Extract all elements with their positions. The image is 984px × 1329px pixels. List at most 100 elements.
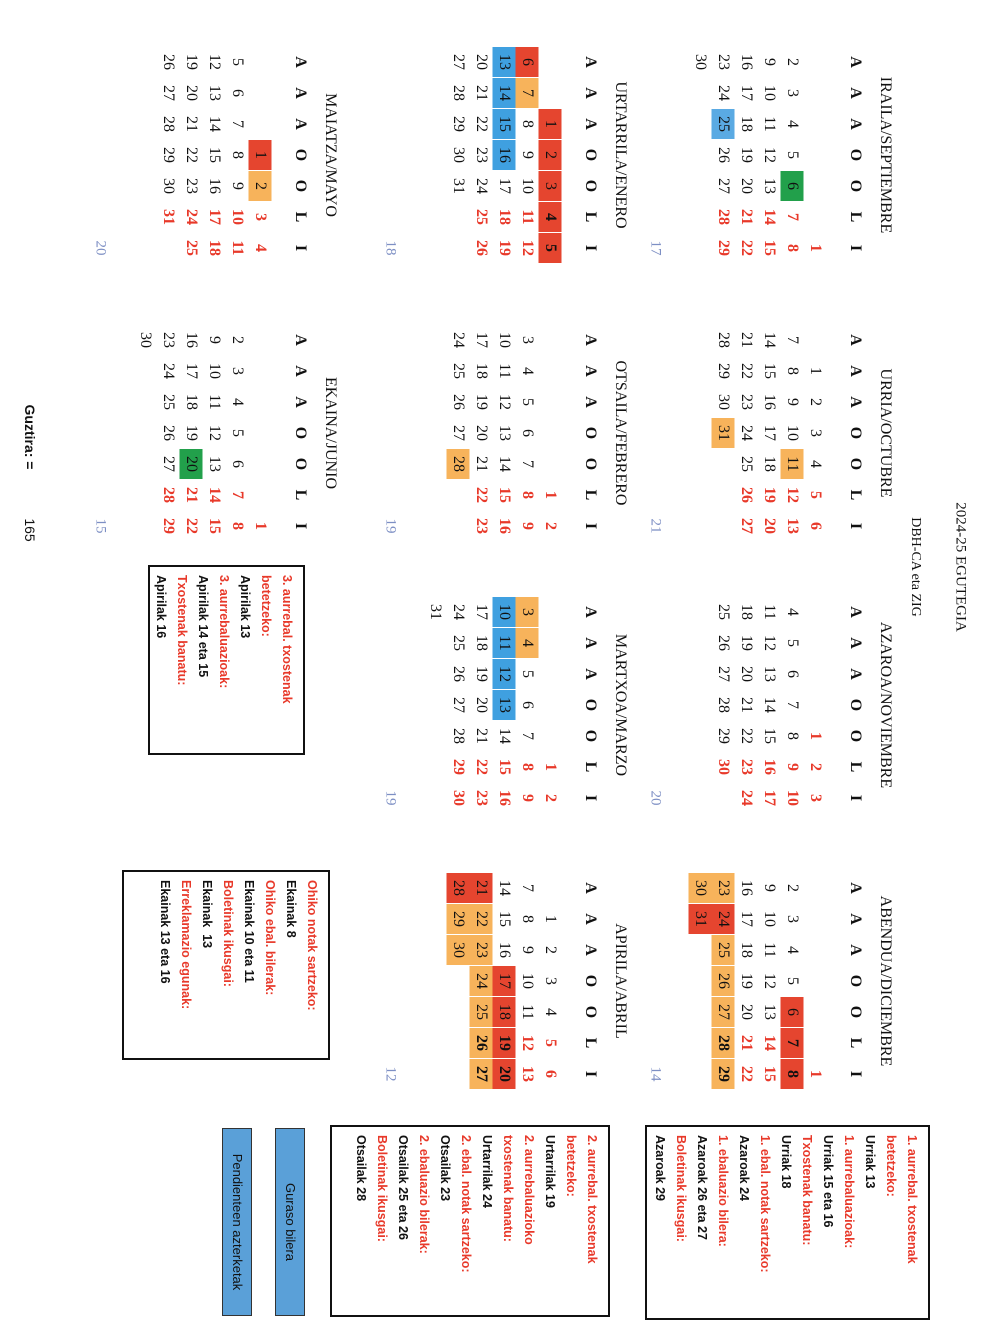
day-number: 2	[542, 522, 559, 530]
weekday-header: A	[847, 606, 864, 618]
day-number: 26	[450, 666, 467, 682]
day-number: 30	[450, 147, 467, 163]
day-number: 22	[738, 240, 755, 256]
notes-box: Ohiko notak sartzeko: Ekainak 8 Ohiko ebal…	[122, 870, 330, 1060]
note-line: 2. ebaluazio bilerak:	[417, 1135, 431, 1254]
day-number: 19	[473, 394, 490, 410]
weekday-header: L	[847, 211, 864, 223]
day-number: 12	[784, 487, 801, 503]
weekday-header: L	[582, 1037, 599, 1049]
note-line: 2. aurrebaluazioko	[522, 1135, 536, 1245]
weekday-header: I	[582, 794, 599, 802]
day-number: 4	[784, 120, 801, 128]
day-number: 14	[761, 209, 778, 225]
day-number: 26	[715, 635, 732, 651]
day-number: 16	[496, 942, 513, 958]
day-number: 7	[519, 884, 536, 892]
day-number: 26	[715, 973, 732, 989]
day-number: 5	[542, 244, 559, 252]
day-number: 1	[542, 915, 559, 923]
weekday-header: O	[847, 974, 864, 988]
note-line: Otsailak 25 eta 26	[396, 1135, 410, 1240]
day-number: 20	[473, 425, 490, 441]
day-number: 23	[473, 518, 490, 534]
day-number: 14	[761, 1035, 778, 1051]
day-number: 31	[450, 178, 467, 194]
day-number: 22	[473, 911, 490, 927]
subtitle: DBH-CA eta ZIG	[908, 517, 923, 617]
day-number: 29	[450, 911, 467, 927]
month-title: APIRILA/ABRIL	[612, 923, 629, 1039]
day-number: 25	[183, 240, 200, 256]
day-number: 26	[473, 240, 490, 256]
day-number: 13	[496, 425, 513, 441]
day-number: 7	[784, 213, 801, 221]
note-line: Ekainak 10 eta 11	[242, 880, 256, 983]
day-number: 6	[519, 58, 536, 66]
day-number: 30	[450, 790, 467, 806]
day-number: 22	[473, 116, 490, 132]
day-number: 2	[784, 884, 801, 892]
day-number: 15	[496, 487, 513, 503]
day-number: 3	[807, 794, 824, 802]
day-number: 2	[252, 182, 269, 190]
day-number: 1	[807, 1070, 824, 1078]
day-number: 9	[519, 151, 536, 159]
weekday-header: I	[292, 522, 309, 530]
day-number: 31	[160, 209, 177, 225]
note-line: Apirilak 13	[238, 575, 252, 639]
month-total: 20	[647, 790, 664, 806]
note-line: Ohiko ebal. bilerak:	[263, 880, 277, 996]
weekday-header: I	[847, 794, 864, 802]
note-line: Txostenak banatu:	[175, 575, 189, 686]
day-number: 13	[761, 178, 778, 194]
day-number: 11	[519, 1004, 536, 1020]
weekday-header: A	[847, 913, 864, 925]
month-total: 17	[647, 240, 664, 256]
day-number: 16	[738, 54, 755, 70]
day-number: 28	[450, 728, 467, 744]
day-number: 6	[229, 460, 246, 468]
weekday-header: A	[582, 913, 599, 925]
day-number: 12	[519, 240, 536, 256]
day-number: 16	[738, 880, 755, 896]
day-number: 3	[252, 213, 269, 221]
day-number: 27	[715, 666, 732, 682]
day-number: 10	[496, 332, 513, 348]
day-number: 3	[229, 367, 246, 375]
day-number: 6	[784, 182, 801, 190]
day-number: 28	[715, 209, 732, 225]
day-number: 25	[473, 1004, 490, 1020]
day-number: 16	[761, 394, 778, 410]
footer-total: 165	[22, 518, 38, 542]
day-number: 18	[761, 456, 778, 472]
weekday-header: O	[292, 179, 309, 193]
day-number: 13	[496, 54, 513, 70]
day-number: 1	[807, 367, 824, 375]
note-line: Erreklamazio egunak:	[179, 880, 193, 1010]
month-title: ABENDUA/DICIEMBRE	[877, 895, 894, 1067]
weekday-header: O	[582, 457, 599, 471]
day-number: 21	[738, 332, 755, 348]
day-number: 10	[206, 363, 223, 379]
day-number: 22	[473, 487, 490, 503]
day-number: 10	[784, 790, 801, 806]
day-number: 23	[738, 759, 755, 775]
day-number: 8	[229, 522, 246, 530]
day-number: 24	[473, 973, 490, 989]
day-number: 8	[519, 763, 536, 771]
day-number: 17	[761, 790, 778, 806]
month-total: 19	[382, 790, 399, 806]
day-number: 20	[761, 518, 778, 534]
weekday-header: A	[582, 396, 599, 408]
note-line: betetzeko:	[884, 1135, 898, 1197]
day-number: 16	[761, 759, 778, 775]
day-number: 12	[206, 54, 223, 70]
note-line: Azaroak 26 eta 27	[695, 1135, 709, 1240]
weekday-header: A	[582, 668, 599, 680]
day-number: 23	[473, 942, 490, 958]
day-number: 15	[761, 728, 778, 744]
day-number: 27	[450, 425, 467, 441]
weekday-header: I	[582, 522, 599, 530]
day-number: 5	[229, 58, 246, 66]
